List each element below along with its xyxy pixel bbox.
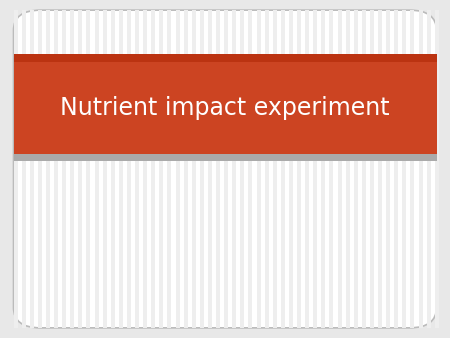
Bar <box>346 10 350 328</box>
Bar <box>111 10 115 328</box>
FancyBboxPatch shape <box>14 10 436 328</box>
Bar <box>224 10 228 328</box>
Bar <box>94 10 99 328</box>
Bar <box>305 10 309 328</box>
Bar <box>119 10 123 328</box>
Bar <box>289 10 293 328</box>
Bar <box>232 10 236 328</box>
Bar <box>143 10 147 328</box>
Bar <box>78 10 82 328</box>
Bar <box>159 10 163 328</box>
Bar <box>14 54 436 154</box>
Bar <box>14 154 436 161</box>
Bar <box>176 10 180 328</box>
Bar <box>329 10 333 328</box>
Bar <box>167 10 171 328</box>
Bar <box>70 10 74 328</box>
Bar <box>14 54 436 62</box>
Bar <box>127 10 131 328</box>
Bar <box>248 10 252 328</box>
Bar <box>103 10 107 328</box>
Bar <box>216 10 220 328</box>
Bar <box>240 10 244 328</box>
Bar <box>200 10 204 328</box>
Bar <box>38 10 42 328</box>
Bar <box>378 10 382 328</box>
Bar <box>313 10 317 328</box>
Bar <box>297 10 301 328</box>
Bar <box>354 10 358 328</box>
Bar <box>14 10 18 328</box>
Bar <box>338 10 342 328</box>
Bar <box>273 10 277 328</box>
Text: Nutrient impact experiment: Nutrient impact experiment <box>60 96 390 120</box>
Bar <box>86 10 90 328</box>
Bar <box>394 10 398 328</box>
Bar <box>184 10 188 328</box>
Bar <box>62 10 66 328</box>
Bar <box>321 10 325 328</box>
Bar <box>256 10 261 328</box>
Bar <box>135 10 139 328</box>
Bar <box>265 10 269 328</box>
Bar <box>192 10 196 328</box>
Bar <box>362 10 366 328</box>
Bar <box>418 10 423 328</box>
Bar <box>281 10 285 328</box>
Bar <box>402 10 406 328</box>
Bar <box>208 10 212 328</box>
Bar <box>435 10 439 328</box>
Bar <box>54 10 58 328</box>
Bar <box>410 10 414 328</box>
Bar <box>386 10 390 328</box>
Bar <box>22 10 26 328</box>
Bar <box>30 10 34 328</box>
Bar <box>151 10 155 328</box>
Bar <box>46 10 50 328</box>
Bar <box>427 10 431 328</box>
Bar <box>370 10 374 328</box>
